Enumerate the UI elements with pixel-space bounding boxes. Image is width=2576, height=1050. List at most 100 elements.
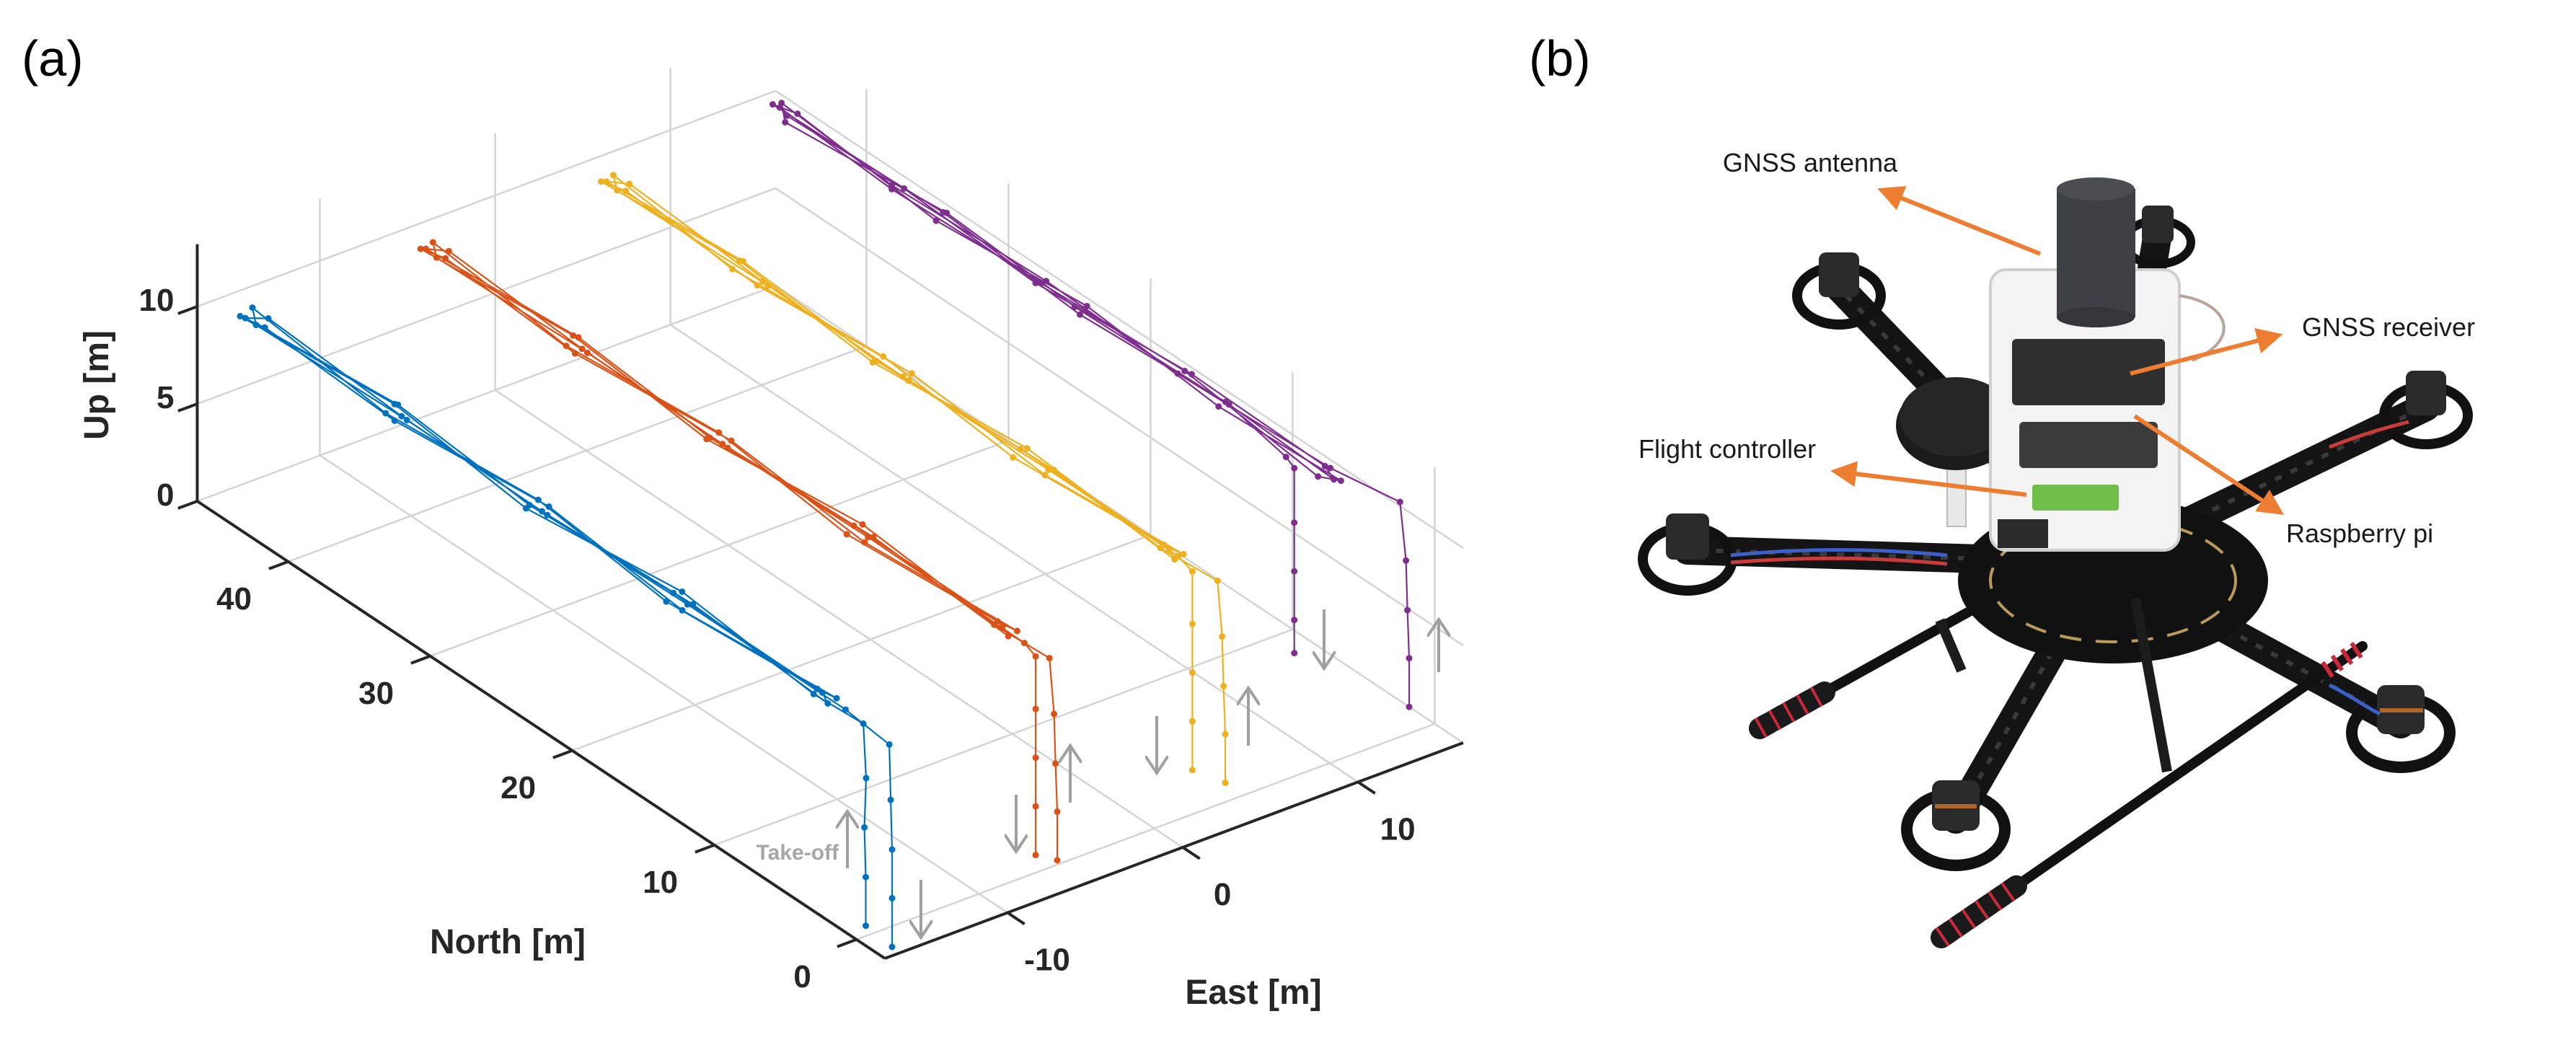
data-point <box>1071 303 1078 310</box>
drone-illustration <box>1638 177 2473 948</box>
data-point <box>237 312 244 319</box>
motor-icon <box>2346 685 2456 773</box>
data-point <box>1010 454 1017 461</box>
floor-gridline-east <box>669 324 1359 783</box>
data-point <box>391 417 398 424</box>
east-tick <box>1006 911 1025 925</box>
north-tick <box>410 654 431 665</box>
data-point <box>901 185 908 192</box>
data-point <box>1032 279 1039 286</box>
callout-arrow-gnss-antenna <box>1877 186 2042 256</box>
data-point <box>1165 545 1173 552</box>
data-point <box>794 110 801 118</box>
data-point <box>861 539 868 546</box>
north-tick-label: 20 <box>500 770 536 806</box>
data-point <box>1160 541 1168 548</box>
flight-controller-board <box>1998 519 2048 548</box>
data-point <box>1331 476 1338 483</box>
up-tick <box>177 500 198 510</box>
north-tick <box>552 749 573 759</box>
east-tick-label: -10 <box>1024 943 1070 978</box>
callout-arrow-flight-controller <box>1830 461 2027 497</box>
data-point <box>679 606 686 614</box>
data-point <box>1291 568 1298 575</box>
north-tick-label: 30 <box>358 676 394 711</box>
data-point <box>776 104 783 111</box>
raspberry-pi-board <box>2019 422 2158 468</box>
series-line <box>772 102 1411 707</box>
series-2 <box>598 172 1229 786</box>
motor-wires <box>1730 420 2409 716</box>
data-point <box>1020 640 1028 647</box>
tick-labels: 0 10 20 30 40 -10 0 10 0 5 10 <box>139 283 1416 994</box>
east-tick-label: 0 <box>1214 877 1231 912</box>
data-point <box>1315 473 1322 480</box>
trajectory-series <box>237 100 1413 950</box>
data-point <box>860 720 867 727</box>
data-point <box>1032 803 1039 810</box>
data-point <box>1046 655 1053 662</box>
data-point <box>242 314 249 322</box>
data-point <box>1403 557 1410 564</box>
north-tick <box>268 560 289 570</box>
data-point <box>1291 519 1298 526</box>
east-axis-line <box>884 741 1464 960</box>
north-tick <box>837 938 857 948</box>
data-point <box>563 343 570 350</box>
data-point <box>888 943 896 950</box>
data-point <box>932 217 940 224</box>
data-point <box>865 534 872 541</box>
data-point <box>382 410 389 417</box>
data-point <box>1043 278 1050 285</box>
data-point <box>870 534 877 541</box>
data-point <box>899 373 907 380</box>
data-point <box>1188 371 1195 378</box>
data-point <box>1188 568 1196 575</box>
data-point <box>1032 852 1039 859</box>
data-point <box>1222 398 1229 405</box>
back-wall-gridline-up <box>197 187 776 405</box>
data-point <box>614 187 621 194</box>
data-point <box>249 304 256 312</box>
data-point <box>1222 731 1229 738</box>
data-point <box>545 503 552 511</box>
data-point <box>850 522 857 529</box>
data-point <box>423 245 429 252</box>
floor-gridline-east <box>494 389 1183 849</box>
gnss-receiver-board <box>2012 339 2165 405</box>
up-tick-label: 5 <box>156 380 174 415</box>
data-point <box>1174 370 1181 377</box>
callout-flight-controller: Flight controller <box>1638 434 1816 464</box>
data-point <box>598 178 604 185</box>
data-point <box>782 119 789 125</box>
callout-arrows <box>1830 186 2285 515</box>
callout-arrow-raspberry-pi <box>2133 414 2285 515</box>
series-line <box>600 174 1227 783</box>
data-point <box>610 172 617 179</box>
data-point <box>739 257 746 265</box>
motors <box>1638 206 2473 871</box>
data-point <box>1321 462 1328 469</box>
data-point <box>1041 472 1049 479</box>
data-point <box>810 690 817 697</box>
data-point <box>1188 669 1196 676</box>
data-point <box>539 508 545 515</box>
east-tick <box>1181 846 1201 860</box>
floor-gridline-north <box>572 534 1151 751</box>
data-point <box>1175 552 1182 560</box>
data-point <box>403 416 410 423</box>
data-point <box>888 846 896 853</box>
data-point <box>843 531 850 538</box>
up-tick <box>177 305 198 315</box>
data-point <box>1050 467 1057 473</box>
motor-icon <box>1901 780 2011 871</box>
series-line <box>239 306 894 947</box>
data-point <box>394 401 402 408</box>
data-point <box>1220 683 1227 689</box>
data-point <box>1282 454 1289 461</box>
data-point <box>1327 464 1334 472</box>
data-point <box>715 429 723 436</box>
back-wall-gridline-up <box>197 284 776 503</box>
data-point <box>873 358 880 365</box>
data-point <box>880 353 887 360</box>
